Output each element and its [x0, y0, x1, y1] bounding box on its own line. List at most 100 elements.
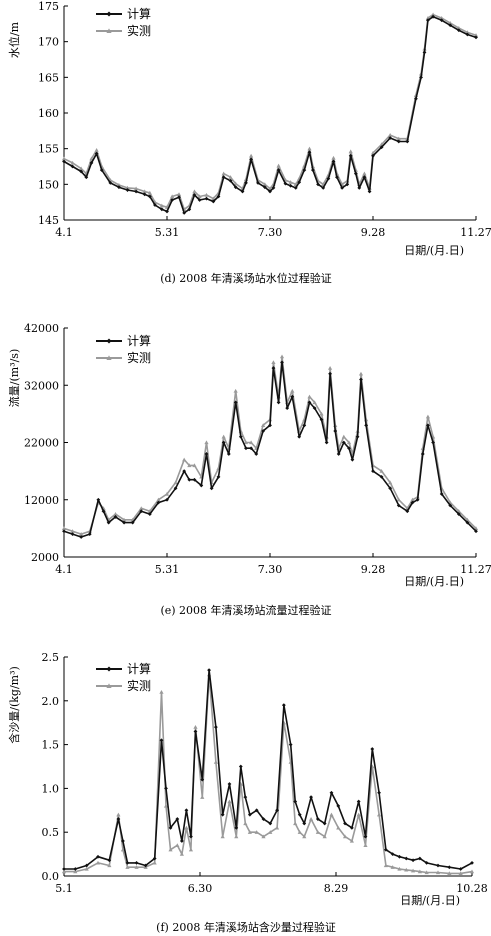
data-point	[142, 192, 147, 197]
data-point	[307, 150, 312, 155]
data-point	[238, 434, 243, 439]
y-tick-label: 2000	[31, 551, 59, 564]
data-point	[439, 18, 444, 23]
data-point	[79, 169, 84, 174]
data-point	[328, 371, 332, 376]
x-tick-label: 9.28	[361, 226, 386, 239]
data-point	[254, 452, 259, 456]
data-point	[147, 190, 152, 195]
data-point	[359, 377, 363, 382]
data-point	[233, 185, 238, 190]
data-point	[315, 817, 320, 821]
data-point	[447, 865, 452, 870]
data-point	[431, 14, 435, 19]
data-point	[297, 180, 302, 185]
data-point	[290, 394, 295, 399]
data-point	[388, 133, 393, 137]
legend-swatch-marker	[106, 338, 112, 344]
data-point	[261, 429, 266, 433]
legend-swatch-marker	[106, 666, 112, 672]
data-point	[261, 834, 266, 839]
data-point	[79, 535, 84, 539]
data-point	[340, 186, 344, 190]
data-point	[458, 871, 463, 876]
legend-label: 计算	[127, 333, 151, 348]
data-point	[199, 483, 204, 488]
data-point	[388, 136, 393, 140]
legend-swatch-marker	[106, 683, 112, 688]
data-point	[293, 799, 298, 804]
data-point	[367, 189, 372, 194]
data-point	[417, 869, 422, 874]
data-point	[179, 852, 184, 856]
data-point	[179, 839, 184, 843]
data-point	[426, 18, 430, 23]
data-point	[349, 825, 354, 830]
data-point	[184, 825, 189, 830]
data-point	[285, 406, 290, 411]
data-point	[175, 843, 180, 848]
data-point	[302, 168, 307, 172]
data-point	[271, 366, 276, 370]
data-point	[165, 209, 169, 214]
legend-label: 计算	[127, 6, 151, 21]
data-point	[173, 486, 178, 491]
data-point	[297, 812, 302, 817]
data-point	[343, 821, 347, 826]
data-point	[101, 509, 106, 514]
data-point	[177, 195, 181, 200]
y-tick-label: 165	[38, 71, 59, 84]
data-point	[70, 164, 75, 169]
data-point	[357, 186, 362, 190]
data-point	[322, 834, 327, 839]
data-point	[61, 156, 67, 161]
data-point	[271, 360, 276, 365]
data-point	[134, 860, 139, 865]
data-point	[73, 867, 78, 871]
data-point	[293, 821, 298, 826]
series-line	[64, 669, 473, 870]
data-point	[469, 869, 475, 874]
data-point	[356, 799, 361, 804]
data-point	[108, 181, 113, 185]
data-point	[249, 153, 254, 158]
data-point	[333, 429, 338, 433]
data-point	[249, 157, 254, 162]
data-point	[234, 834, 239, 839]
data-point	[396, 503, 401, 508]
data-point	[159, 203, 164, 208]
data-point	[193, 729, 198, 734]
data-point	[456, 28, 461, 33]
data-point	[448, 503, 453, 508]
legend-label: 计算	[127, 661, 151, 676]
data-point	[134, 865, 139, 869]
data-point	[233, 388, 238, 393]
data-point	[187, 463, 192, 468]
data-point	[470, 860, 474, 865]
data-point	[143, 863, 148, 868]
series-calc	[62, 360, 478, 539]
data-point	[439, 492, 444, 496]
data-point	[204, 192, 209, 197]
data-point	[331, 155, 336, 160]
data-point	[410, 500, 415, 505]
x-tick-label: 7.30	[258, 226, 283, 239]
data-point	[244, 181, 248, 185]
data-point	[153, 203, 157, 207]
data-point	[176, 192, 182, 196]
series-meas	[61, 672, 475, 876]
legend-label: 实测	[127, 23, 151, 38]
y-tick-label: 0.5	[42, 826, 60, 839]
data-point	[182, 457, 187, 462]
data-point	[383, 847, 388, 852]
chart-caption: (e) 2008 年清溪场站流量过程验证	[160, 603, 331, 617]
data-point	[363, 843, 368, 848]
data-point	[422, 50, 427, 55]
data-point	[436, 863, 440, 868]
series-line	[63, 355, 477, 535]
series-meas	[61, 354, 479, 536]
data-point	[379, 474, 384, 479]
x-tick-label: 6.30	[188, 882, 213, 895]
data-point	[188, 847, 194, 852]
